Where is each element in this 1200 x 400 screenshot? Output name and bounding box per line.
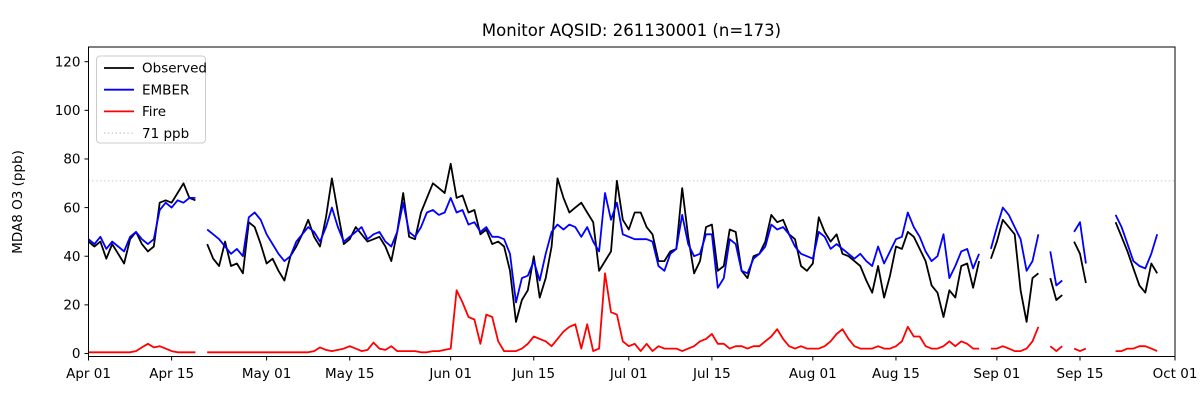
y-tick-label: 40 bbox=[63, 249, 80, 265]
ember-line bbox=[87, 192, 1159, 304]
x-tick-label: Apr 15 bbox=[149, 366, 194, 382]
x-tick-label: Apr 01 bbox=[66, 366, 111, 382]
x-tick-label: May 01 bbox=[242, 366, 291, 382]
legend-label-fire: Fire bbox=[142, 104, 166, 120]
x-tick-label: Jun 01 bbox=[428, 366, 472, 382]
fire-line bbox=[88, 272, 1158, 354]
y-axis-label: MDA8 O3 (ppb) bbox=[10, 150, 26, 254]
plot-border bbox=[88, 46, 1176, 357]
x-tick-label: Oct 01 bbox=[1153, 366, 1198, 382]
y-tick-label: 20 bbox=[63, 298, 80, 314]
y-tick-label: 80 bbox=[63, 152, 80, 168]
y-tick-label: 100 bbox=[55, 103, 81, 119]
legend-label-71-ppb: 71 ppb bbox=[142, 126, 189, 142]
x-tick-label: Aug 15 bbox=[872, 366, 920, 382]
observed-line bbox=[87, 162, 1158, 323]
x-tick-label: Sep 15 bbox=[1057, 366, 1104, 382]
chart-title: Monitor AQSID: 261130001 (n=173) bbox=[482, 21, 781, 40]
y-tick-label: 120 bbox=[55, 54, 81, 70]
y-tick-label: 60 bbox=[63, 200, 80, 216]
legend-label-observed: Observed bbox=[142, 61, 207, 77]
x-tick-label: Jun 15 bbox=[511, 366, 555, 382]
x-tick-label: May 15 bbox=[325, 366, 374, 382]
legend: Observed EMBER Fire 71 ppb bbox=[96, 55, 207, 144]
legend-label-ember: EMBER bbox=[142, 82, 189, 98]
x-tick-label: Aug 01 bbox=[789, 366, 837, 382]
axes: 0 20 40 60 80 100 120 Apr 01 Apr 15 May 01 May 15 J… bbox=[55, 54, 1198, 382]
x-tick-label: Sep 01 bbox=[973, 366, 1020, 382]
series-lines bbox=[87, 162, 1159, 354]
legend-box bbox=[96, 55, 206, 144]
x-tick-label: Jul 01 bbox=[609, 366, 648, 382]
y-tick-label: 0 bbox=[72, 346, 81, 362]
x-tick-label: Jul 15 bbox=[692, 366, 731, 382]
